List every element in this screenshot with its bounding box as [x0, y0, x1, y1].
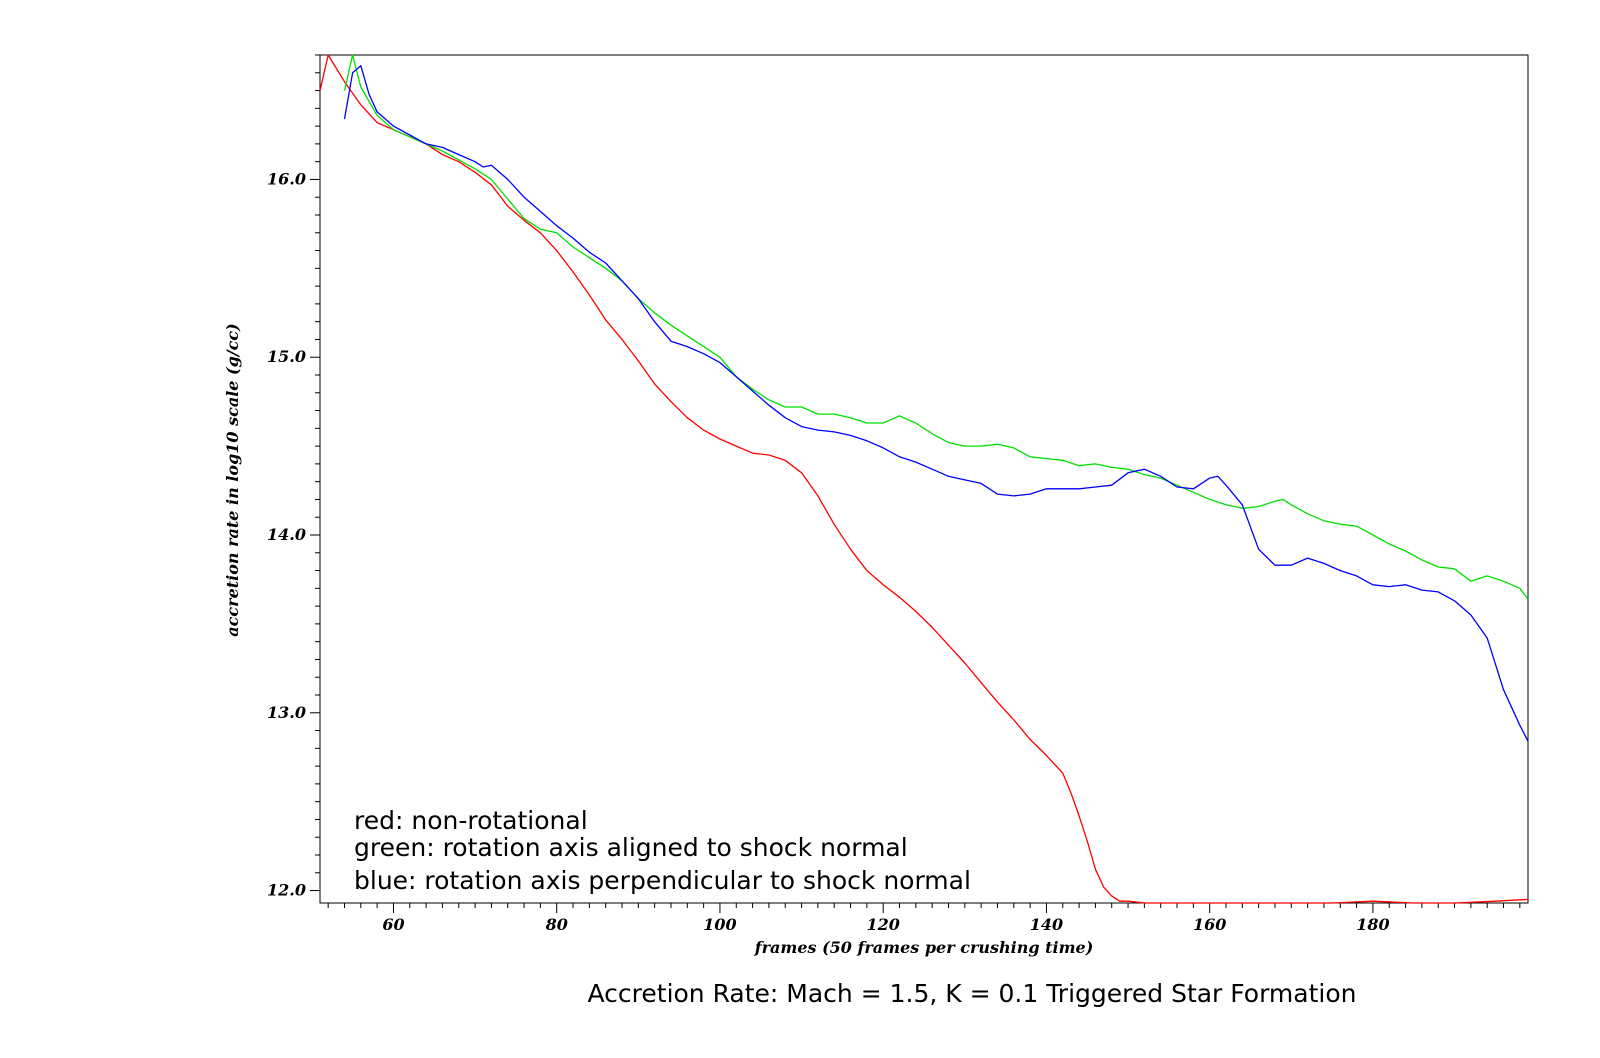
y-axis-tick-labels: 12.0 13.0 14.0 15.0 16.0 — [267, 169, 306, 899]
y-tick-label: 16.0 — [267, 169, 306, 188]
legend-entry-red: red: non-rotational — [354, 806, 588, 835]
y-axis-ticks — [310, 54, 320, 892]
series-line-green — [343, 54, 1529, 600]
series-line-red — [319, 54, 1529, 904]
x-tick-label: 60 — [382, 915, 404, 934]
legend: red: non-rotational green: rotation axis… — [354, 806, 971, 895]
plot-frame — [319, 54, 1529, 904]
legend-entry-green: green: rotation axis aligned to shock no… — [354, 833, 908, 862]
x-tick-label: 180 — [1356, 915, 1389, 934]
x-tick-label: 100 — [703, 915, 736, 934]
chart-title: Accretion Rate: Mach = 1.5, K = 0.1 Trig… — [588, 979, 1357, 1008]
series-line-blue — [343, 65, 1529, 742]
x-tick-label: 160 — [1193, 915, 1226, 934]
x-tick-label: 120 — [866, 915, 899, 934]
x-axis-ticks — [327, 903, 1521, 913]
y-tick-label: 15.0 — [267, 347, 306, 366]
y-tick-label: 12.0 — [267, 881, 306, 900]
x-axis-title: frames (50 frames per crushing time) — [754, 938, 1094, 957]
x-tick-label: 80 — [545, 915, 568, 934]
y-axis-title: accretion rate in log10 scale (g/cc) — [223, 323, 242, 636]
x-axis-tick-labels: 60 80 100 120 140 160 180 — [382, 915, 1389, 934]
x-tick-label: 140 — [1030, 915, 1063, 934]
series-lines — [319, 54, 1529, 904]
y-tick-label: 14.0 — [267, 525, 306, 544]
y-tick-label: 13.0 — [267, 703, 306, 722]
legend-entry-blue: blue: rotation axis perpendicular to sho… — [354, 866, 971, 895]
